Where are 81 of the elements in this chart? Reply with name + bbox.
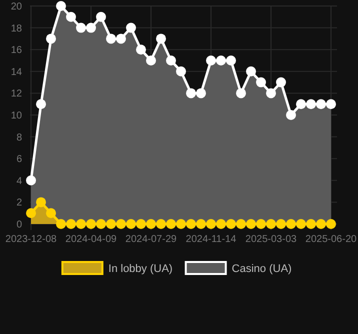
x-tick-label: 2024-11-14 xyxy=(186,234,237,245)
point xyxy=(206,56,216,66)
point xyxy=(256,77,266,88)
point xyxy=(156,219,166,229)
point xyxy=(326,99,336,110)
y-tick-label: 10 xyxy=(10,110,22,122)
y-tick-label: 20 xyxy=(10,2,22,12)
point xyxy=(126,22,136,33)
point xyxy=(316,99,326,110)
point xyxy=(276,219,286,229)
y-tick-label: 4 xyxy=(16,176,22,187)
x-tick-label: 2023-12-08 xyxy=(5,234,58,245)
point xyxy=(66,219,76,229)
y-tick-label: 12 xyxy=(10,88,22,100)
point xyxy=(46,208,56,218)
point xyxy=(136,44,146,55)
point xyxy=(206,219,216,229)
point xyxy=(266,88,276,98)
y-tick-label: 2 xyxy=(16,198,22,209)
point xyxy=(26,175,36,186)
y-tick-label: 0 xyxy=(16,220,22,230)
point xyxy=(156,34,166,44)
point xyxy=(146,56,156,66)
point xyxy=(256,219,266,229)
y-tick-label: 16 xyxy=(10,45,22,56)
point xyxy=(96,219,106,229)
point xyxy=(116,219,126,229)
point xyxy=(106,219,116,229)
y-tick-label: 6 xyxy=(16,154,22,166)
point xyxy=(196,88,206,98)
point xyxy=(26,208,36,218)
point xyxy=(246,219,256,229)
point xyxy=(96,12,106,22)
point xyxy=(266,219,276,229)
point xyxy=(126,219,136,229)
point xyxy=(216,56,226,66)
point xyxy=(296,99,306,110)
point xyxy=(146,219,156,229)
point xyxy=(246,66,256,76)
legend-label: In lobby (UA) xyxy=(108,262,173,275)
point xyxy=(106,34,116,44)
point xyxy=(56,1,66,11)
point xyxy=(66,12,76,22)
point xyxy=(36,99,46,110)
point xyxy=(216,219,226,229)
point xyxy=(236,219,246,229)
point xyxy=(76,22,86,33)
x-tick-label: 2025-03-03 xyxy=(245,234,298,245)
point xyxy=(276,77,286,88)
point xyxy=(306,99,316,110)
point xyxy=(176,219,186,229)
point xyxy=(166,219,176,229)
point xyxy=(186,88,196,98)
point xyxy=(36,197,46,208)
point xyxy=(176,66,186,76)
point xyxy=(166,56,176,66)
point xyxy=(306,219,316,229)
point xyxy=(56,219,66,229)
point xyxy=(186,219,196,229)
point xyxy=(226,219,236,229)
point xyxy=(136,219,146,229)
legend-label: Casino (UA) xyxy=(232,262,292,275)
point xyxy=(326,219,336,229)
point xyxy=(116,34,126,44)
point xyxy=(286,110,296,120)
point xyxy=(286,219,296,229)
point xyxy=(296,219,306,229)
x-tick-label: 2024-07-29 xyxy=(125,234,178,245)
x-tick-label: 2024-04-09 xyxy=(65,234,118,245)
point xyxy=(236,88,246,98)
point xyxy=(316,219,326,229)
x-tick-label: 2025-06-20 xyxy=(305,234,358,245)
point xyxy=(196,219,206,229)
y-tick-label: 14 xyxy=(10,66,22,78)
y-tick-label: 8 xyxy=(16,132,22,144)
point xyxy=(86,22,96,33)
point xyxy=(86,219,96,229)
point xyxy=(226,56,236,66)
point xyxy=(46,34,56,44)
y-tick-label: 18 xyxy=(10,23,22,34)
point xyxy=(76,219,86,229)
